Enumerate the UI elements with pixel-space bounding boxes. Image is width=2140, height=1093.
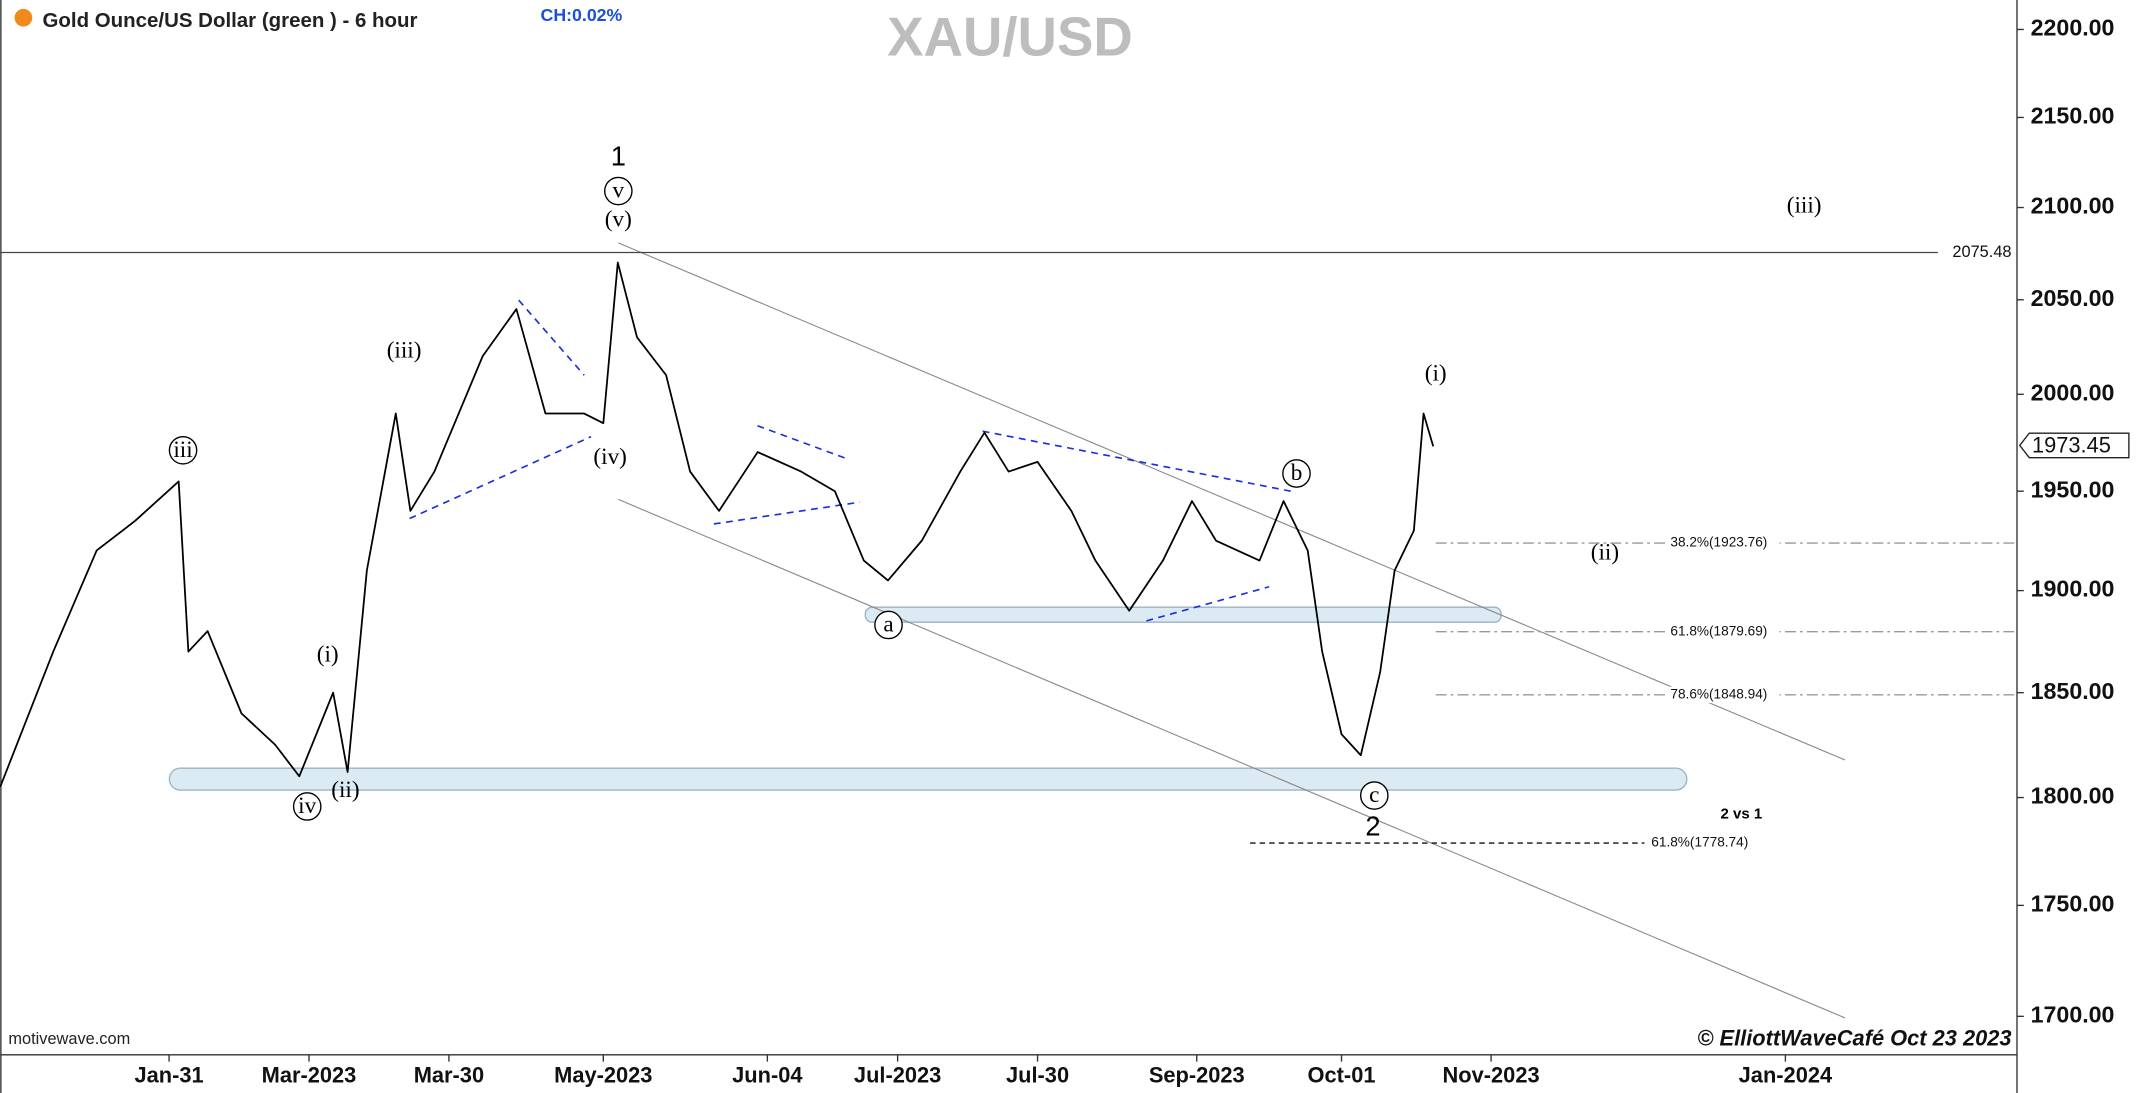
wave-circle <box>1359 781 1389 810</box>
fib-label: 78.6%(1848.94) <box>1670 686 1767 701</box>
wave-circle <box>1282 459 1311 488</box>
copyright: © ElliottWaveCafé Oct 23 2023 <box>1697 1026 2011 1051</box>
chart-subtitle: Gold Ounce/US Dollar (green ) - 6 hour <box>42 9 417 32</box>
wave-label: 2 <box>1365 810 1380 841</box>
wave-label: (i) <box>317 642 339 668</box>
y-tick-label: 1700.00 <box>2031 1001 2115 1027</box>
x-tick-label: Jul-2023 <box>854 1062 941 1087</box>
fib-label-bg <box>1667 686 1780 704</box>
wave-label: 2 vs 1 <box>1720 806 1762 823</box>
wave-label: (v) <box>605 206 632 232</box>
x-tick-label: Jul-30 <box>1006 1062 1069 1087</box>
pattern-line <box>409 435 592 520</box>
fib-label: 61.8%(1879.69) <box>1670 623 1767 638</box>
x-tick-label: Oct-01 <box>1308 1062 1376 1087</box>
channel-line <box>618 498 1846 1019</box>
pattern-line <box>713 501 860 525</box>
fib-label-bg <box>1667 623 1780 640</box>
x-tick-label: May-2023 <box>554 1062 652 1087</box>
wave-label: iii <box>173 437 192 463</box>
wave-label: (i) <box>1425 361 1447 387</box>
y-tick-label: 2200.00 <box>2031 15 2115 41</box>
chart-title: XAU/USD <box>887 6 1133 67</box>
pattern-lines <box>409 299 1292 622</box>
wave-label: (ii) <box>331 777 359 803</box>
last-price-box <box>2018 432 2130 459</box>
x-tick-label: Nov-2023 <box>1443 1062 1540 1087</box>
last-price-label: 1973.45 <box>2032 433 2111 458</box>
wave-label: c <box>1369 782 1379 808</box>
series-dot <box>14 8 33 27</box>
support-zone <box>864 606 1502 623</box>
watermark: motivewave.com <box>8 1030 130 1048</box>
x-tick-label: Jan-31 <box>134 1062 203 1087</box>
y-tick-label: 1900.00 <box>2031 576 2115 602</box>
x-tick-label: Jan-2024 <box>1739 1062 1833 1087</box>
wave-circle <box>292 792 322 821</box>
pattern-line <box>518 299 585 376</box>
price-line <box>0 261 1435 788</box>
wave-circle <box>604 176 633 206</box>
y-tick-label: 2000.00 <box>2031 379 2115 405</box>
wave-label: a <box>883 612 893 638</box>
wave-label: iv <box>298 793 316 819</box>
x-tick-label: Mar-2023 <box>262 1062 357 1087</box>
y-tick-label: 2100.00 <box>2031 193 2115 219</box>
fib-target-label: 61.8%(1778.74) <box>1651 835 1748 850</box>
x-tick-label: Jun-04 <box>732 1062 803 1087</box>
fib-label-bg <box>1667 534 1780 552</box>
y-tick-label: 1800.00 <box>2031 783 2115 809</box>
y-tick-label: 1750.00 <box>2031 890 2115 916</box>
wave-label: (iii) <box>1787 193 1822 219</box>
wave-label: v <box>613 178 625 204</box>
wave-label: b <box>1291 460 1303 486</box>
reference-label: 2075.48 <box>1952 243 2011 261</box>
pattern-line <box>1146 585 1270 622</box>
wave-label: 1 <box>611 140 626 171</box>
wave-label: (iii) <box>387 337 422 363</box>
pattern-line <box>982 430 1292 493</box>
x-tick-label: Sep-2023 <box>1149 1062 1245 1087</box>
y-tick-label: 2050.00 <box>2031 285 2115 311</box>
fib-label: 38.2%(1923.76) <box>1670 535 1767 550</box>
y-tick-label: 1850.00 <box>2031 678 2115 704</box>
wave-circle <box>874 610 903 640</box>
change-label: CH:0.02% <box>541 5 623 25</box>
x-tick-label: Mar-30 <box>414 1062 484 1087</box>
support-zone <box>168 767 1688 791</box>
wave-circle <box>168 435 198 465</box>
y-tick-label: 2150.00 <box>2031 103 2115 129</box>
y-tick-label: 1950.00 <box>2031 476 2115 502</box>
channel-line <box>618 242 1846 761</box>
pattern-line <box>757 424 847 460</box>
wave-label: (ii) <box>1591 539 1619 565</box>
wave-label: (iv) <box>593 444 626 470</box>
